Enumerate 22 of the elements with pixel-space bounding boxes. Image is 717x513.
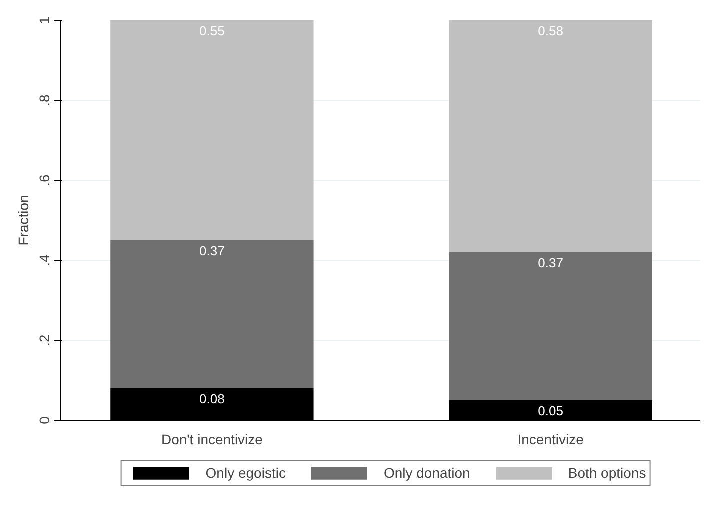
y-tick-label: .2 xyxy=(36,334,52,346)
data-label: 0.58 xyxy=(538,24,564,38)
y-tick-label: 1 xyxy=(36,16,52,24)
data-label: 0.05 xyxy=(538,404,564,418)
x-tick-label: Incentivize xyxy=(518,432,584,448)
data-label: 0.55 xyxy=(200,24,225,38)
bar xyxy=(110,240,314,388)
x-tick-label: Don't incentivize xyxy=(161,432,264,448)
y-tick-label: .8 xyxy=(36,94,52,106)
bar xyxy=(449,20,652,252)
y-tick-label: .4 xyxy=(36,254,52,266)
legend-label: Only egoistic xyxy=(206,465,286,481)
bar xyxy=(110,20,314,240)
legend-label: Only donation xyxy=(384,465,470,481)
data-label: 0.37 xyxy=(200,244,225,258)
y-tick-label: .6 xyxy=(36,174,52,186)
legend-label: Both options xyxy=(568,465,646,481)
bar xyxy=(449,252,652,400)
data-label: 0.08 xyxy=(200,392,225,406)
y-tick-label: 0 xyxy=(36,416,52,424)
data-label: 0.37 xyxy=(538,256,564,270)
y-axis-title: Fraction xyxy=(16,195,32,246)
